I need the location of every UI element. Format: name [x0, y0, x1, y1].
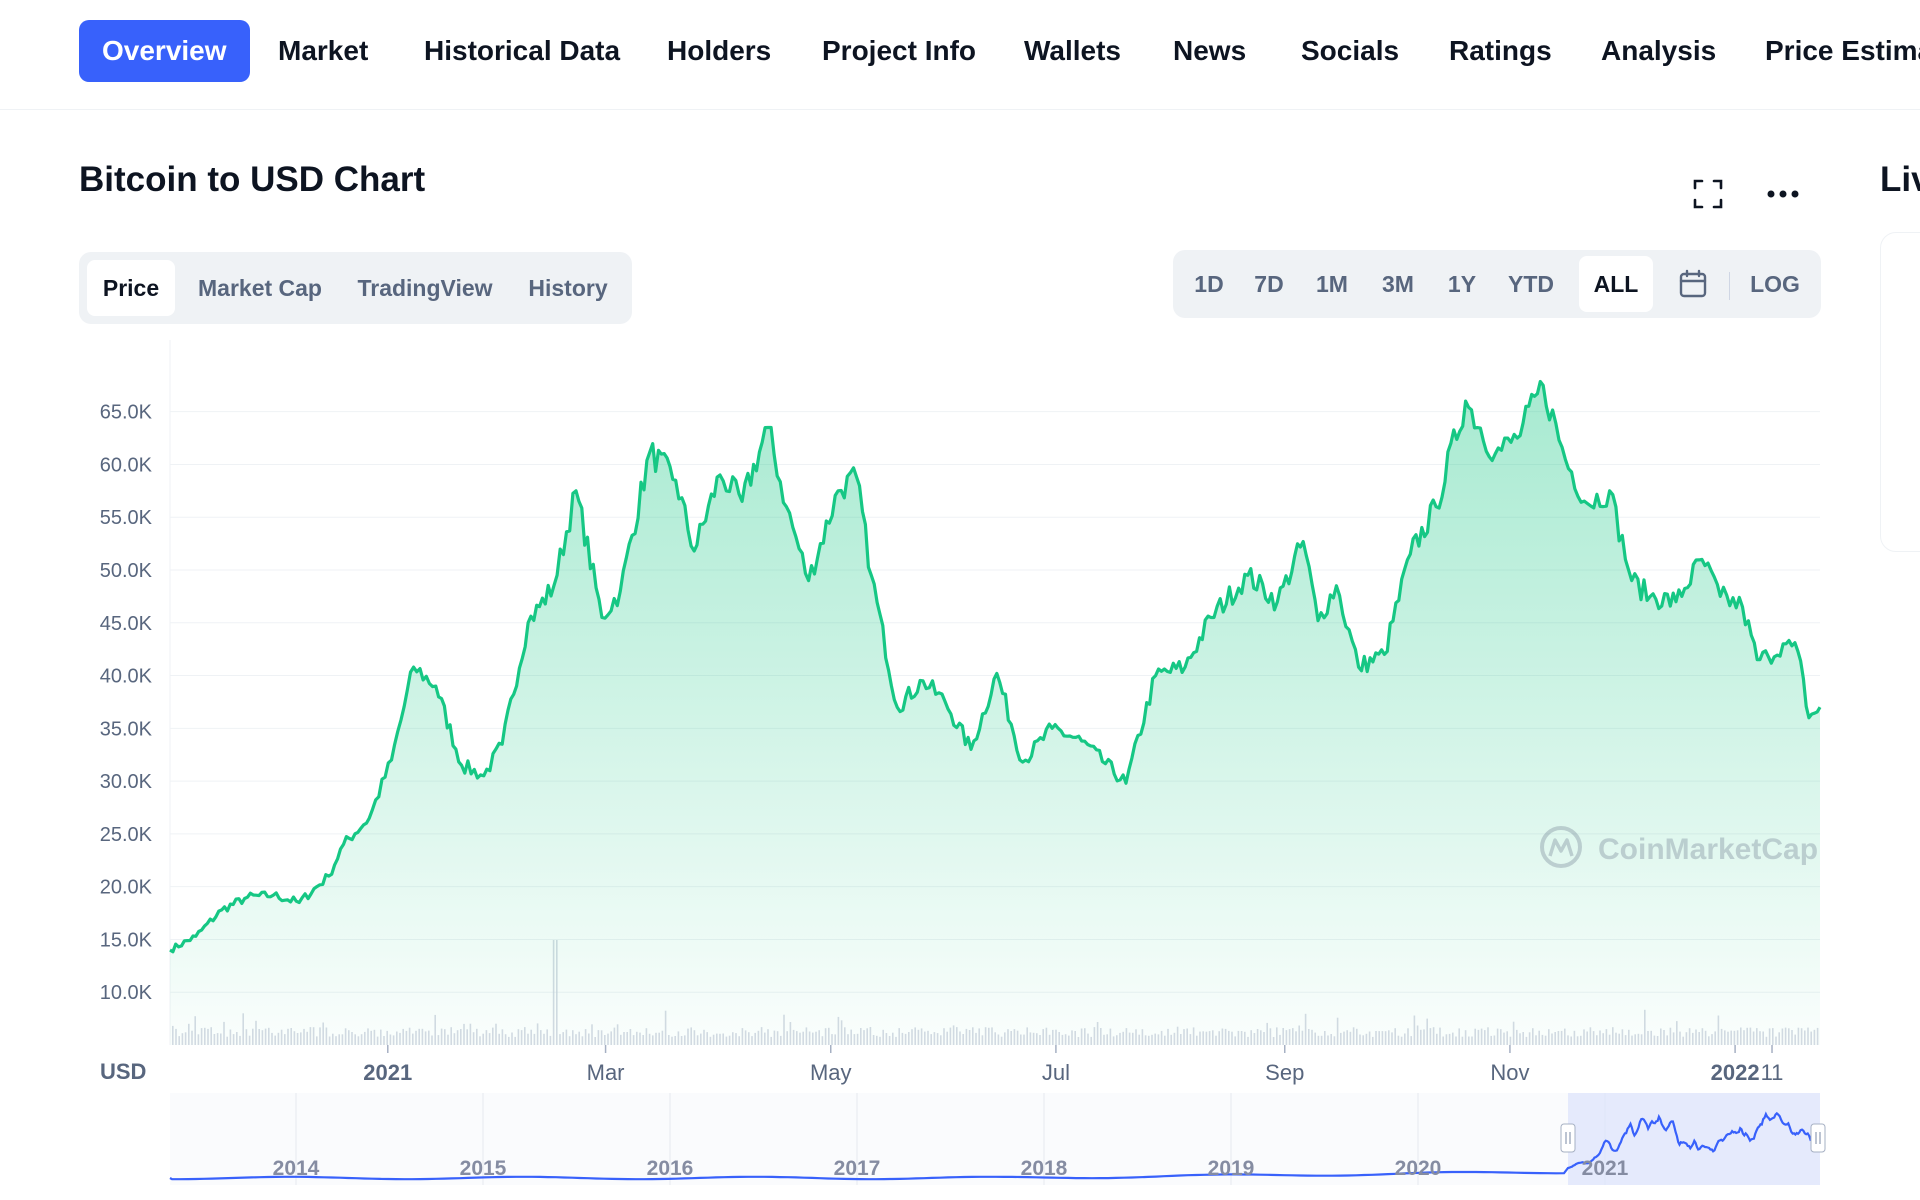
navigator-year-label: 2019 — [1208, 1157, 1255, 1180]
navigator-grid — [295, 1093, 1606, 1185]
grip-icon — [1565, 1132, 1571, 1144]
x-axis-labels: 2021 Mar May Jul Sep Nov 2022 11 — [363, 1045, 1783, 1085]
navigator-year-label: 2020 — [1395, 1157, 1442, 1180]
chart-tab-history[interactable]: History — [528, 275, 608, 301]
side-panel-card — [1880, 232, 1920, 552]
y-tick-label: 35.0K — [100, 718, 153, 740]
calendar-icon[interactable] — [1665, 256, 1721, 312]
range-7d[interactable]: 7D — [1254, 271, 1284, 297]
tab-historical-data[interactable]: Historical Data — [424, 35, 621, 66]
chart-tab-price[interactable]: Price — [87, 260, 175, 316]
y-tick-label: 65.0K — [100, 402, 153, 424]
coinmarketcap-logo-icon — [1540, 826, 1582, 868]
y-tick-label: 30.0K — [100, 771, 153, 793]
tab-price-estimates[interactable]: Price Estima — [1765, 35, 1920, 66]
navigator-year-label: 2015 — [460, 1157, 507, 1180]
grip-icon — [1815, 1132, 1821, 1144]
navigator-year-label: 2014 — [273, 1157, 320, 1180]
navigator-right-handle[interactable] — [1810, 1123, 1826, 1153]
navigator-year-label: 2018 — [1021, 1157, 1068, 1180]
range-1d[interactable]: 1D — [1194, 271, 1224, 297]
y-tick-label: 55.0K — [100, 507, 153, 529]
y-tick-label: 20.0K — [100, 877, 153, 899]
x-tick-label: May — [810, 1060, 852, 1085]
tab-wallets[interactable]: Wallets — [1024, 35, 1121, 66]
navigator-year-label: 2016 — [647, 1157, 694, 1180]
chart-type-switch: Price Market Cap TradingView History — [79, 252, 632, 324]
range-all[interactable]: ALL — [1579, 256, 1653, 312]
range-switch: 1D 7D 1M 3M 1Y YTD ALL LOG — [1173, 250, 1821, 318]
currency-label: USD — [100, 1059, 146, 1084]
tab-project-info[interactable]: Project Info — [822, 35, 977, 66]
y-tick-label: 15.0K — [100, 929, 153, 951]
range-navigator[interactable]: 2014 2015 2016 2017 2018 2019 2020 2021 — [169, 1093, 1826, 1185]
tab-holders[interactable]: Holders — [667, 35, 772, 66]
chart-title: Bitcoin to USD Chart — [79, 160, 426, 199]
y-tick-label: 40.0K — [100, 666, 153, 688]
chart-tab-market-cap[interactable]: Market Cap — [198, 275, 322, 301]
x-tick-label: 2022 — [1711, 1060, 1760, 1085]
tab-ratings[interactable]: Ratings — [1449, 35, 1552, 66]
range-divider — [1729, 272, 1730, 300]
x-tick-label: Sep — [1265, 1060, 1304, 1085]
more-dots-icon[interactable] — [1761, 172, 1805, 216]
y-tick-label: 10.0K — [100, 982, 153, 1004]
y-tick-label: 25.0K — [100, 824, 153, 846]
navigator-labels: 2014 2015 2016 2017 2018 2019 2020 2021 — [273, 1157, 1629, 1180]
page-tabs: Overview Market Historical Data Holders … — [0, 0, 1920, 110]
range-1m[interactable]: 1M — [1316, 271, 1348, 297]
navigator-background — [170, 1093, 1820, 1185]
x-tick-label: 2021 — [363, 1060, 412, 1085]
navigator-year-label: 2021 — [1582, 1157, 1629, 1180]
x-tick-label: Mar — [587, 1060, 625, 1085]
tab-socials[interactable]: Socials — [1301, 35, 1400, 66]
tab-market[interactable]: Market — [278, 35, 369, 66]
price-chart[interactable]: 65.0K 60.0K 55.0K 50.0K 45.0K 40.0K 35.0K 30.0K… — [0, 330, 1860, 1200]
y-tick-label: 50.0K — [100, 560, 153, 582]
log-scale-toggle[interactable]: LOG — [1750, 271, 1800, 297]
y-axis-labels: 65.0K 60.0K 55.0K 50.0K 45.0K 40.0K 35.0K 30.0K… — [100, 402, 153, 1005]
watermark: CoinMarketCap — [1540, 826, 1818, 868]
tab-analysis[interactable]: Analysis — [1601, 35, 1717, 66]
x-tick-label: Nov — [1490, 1060, 1529, 1085]
tab-overview[interactable]: Overview — [79, 20, 250, 82]
y-tick-label: 60.0K — [100, 454, 153, 476]
x-tick-label: Jul — [1042, 1060, 1070, 1085]
chart-tab-tradingview[interactable]: TradingView — [357, 275, 493, 301]
navigator-left-handle[interactable] — [1560, 1123, 1576, 1153]
navigator-line — [169, 1111, 1821, 1181]
y-tick-label: 45.0K — [100, 613, 153, 635]
watermark-text: CoinMarketCap — [1598, 833, 1818, 866]
tab-news[interactable]: News — [1173, 35, 1247, 66]
side-panel-title: Liv — [1880, 160, 1920, 199]
range-ytd[interactable]: YTD — [1508, 271, 1554, 297]
price-area — [170, 381, 1820, 1045]
range-3m[interactable]: 3M — [1382, 271, 1414, 297]
price-line — [169, 379, 1822, 954]
navigator-year-label: 2017 — [834, 1157, 881, 1180]
range-1y[interactable]: 1Y — [1447, 271, 1477, 297]
x-tick-label: 11 — [1761, 1060, 1784, 1085]
fullscreen-icon[interactable] — [1686, 172, 1730, 216]
